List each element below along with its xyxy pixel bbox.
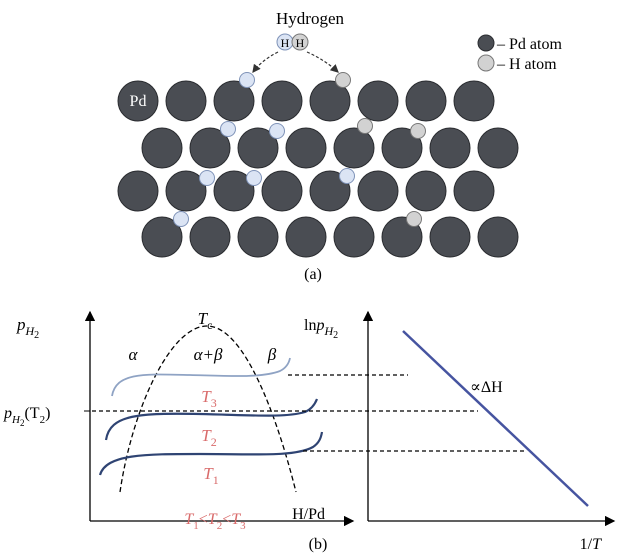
panel-b-left: pH2 pH2(T2) H/Pd Tc α α+β β T3 T2 T1 T1<… <box>3 309 355 532</box>
pd-atom <box>429 216 471 258</box>
h-atoms <box>173 72 426 227</box>
pd-atom <box>453 170 495 212</box>
right-x-axis-label: 1/T <box>580 536 602 553</box>
pd-atom <box>189 216 231 258</box>
pd-atom <box>405 80 447 122</box>
pd-atom <box>237 127 279 169</box>
h-atom <box>220 121 236 137</box>
pd-atom <box>165 80 207 122</box>
hydrogen-molecule: H H <box>276 33 309 51</box>
pd-lattice <box>117 80 519 258</box>
pd-atom <box>381 127 423 169</box>
pd-atom <box>261 170 303 212</box>
left-x-axis-label: H/Pd <box>292 506 325 523</box>
h-atom <box>246 170 262 186</box>
vanthoff-line <box>402 330 589 507</box>
h-atom <box>357 118 373 134</box>
h-atom <box>410 123 426 139</box>
isotherm-t3 <box>111 357 291 397</box>
pd-atom <box>333 127 375 169</box>
h-atom <box>269 123 285 139</box>
isotherm-t2 <box>104 398 319 441</box>
h-atom <box>239 72 255 88</box>
beta-phase-label: β <box>267 345 277 364</box>
left-y-tick-label: pH2(T2) <box>3 405 50 428</box>
pd-atom <box>333 216 375 258</box>
pd-atom <box>213 80 255 122</box>
pd-atom <box>309 170 351 212</box>
pd-atom <box>165 170 207 212</box>
pd-atom <box>141 127 183 169</box>
pd-atom <box>405 170 447 212</box>
pd-atom <box>213 170 255 212</box>
pd-label: Pd <box>130 93 147 110</box>
pd-atom <box>429 127 471 169</box>
pd-atom <box>477 216 519 258</box>
legend-h-label: – H atom <box>496 56 557 73</box>
isotherm-t2-label: T2 <box>201 426 216 449</box>
slope-label: ∝ΔH <box>470 379 503 396</box>
connector-lines <box>92 374 525 452</box>
h-atom <box>406 211 422 227</box>
legend-h-icon <box>477 54 495 72</box>
legend: – Pd atom – H atom <box>477 34 562 73</box>
left-y-axis-label: pH2 <box>16 315 39 341</box>
legend-pd-icon <box>477 34 495 52</box>
temperature-relation: T1<T2<T3 <box>184 511 246 532</box>
h2-atom-right <box>291 33 309 51</box>
pd-atom <box>141 216 183 258</box>
pd-atom <box>117 170 159 212</box>
pd-atom <box>189 127 231 169</box>
panel-a: Hydrogen H H Pd – Pd atom – H atom (a) <box>117 9 562 283</box>
pd-atom <box>261 80 303 122</box>
two-phase-dome <box>119 325 297 493</box>
dissociation-arrow-right <box>306 51 339 73</box>
pd-atom <box>285 216 327 258</box>
dissociation-arrow-left <box>252 51 279 73</box>
h-atom <box>339 168 355 184</box>
panel-b-right: lnpH2 1/T ∝ΔH <box>304 310 616 553</box>
pd-atom <box>309 80 351 122</box>
isotherm-t3-label: T3 <box>201 387 216 410</box>
pd-atom <box>477 127 519 169</box>
pd-atom <box>357 80 399 122</box>
isotherm-t1-label: T1 <box>203 464 218 487</box>
pd-atom <box>237 216 279 258</box>
alpha-phase-label: α <box>129 345 139 364</box>
h2-letter-right: H <box>296 36 305 50</box>
right-y-axis-label: lnpH2 <box>304 317 338 341</box>
h-atom <box>199 170 215 186</box>
legend-pd-label: – Pd atom <box>496 36 562 53</box>
alpha-beta-label: α+β <box>194 345 223 364</box>
pd-atom <box>381 216 423 258</box>
caption-a: (a) <box>304 266 322 283</box>
tc-label: Tc <box>198 309 213 332</box>
isotherm-t1 <box>98 431 324 476</box>
caption-b: (b) <box>309 536 328 553</box>
h2-letter-left: H <box>281 36 290 50</box>
h-atom <box>173 211 189 227</box>
pd-atom <box>117 80 159 122</box>
pd-atom <box>453 80 495 122</box>
h-atom <box>335 72 351 88</box>
pd-atom <box>357 170 399 212</box>
hydrogen-label: Hydrogen <box>276 9 344 28</box>
pd-atom <box>285 127 327 169</box>
